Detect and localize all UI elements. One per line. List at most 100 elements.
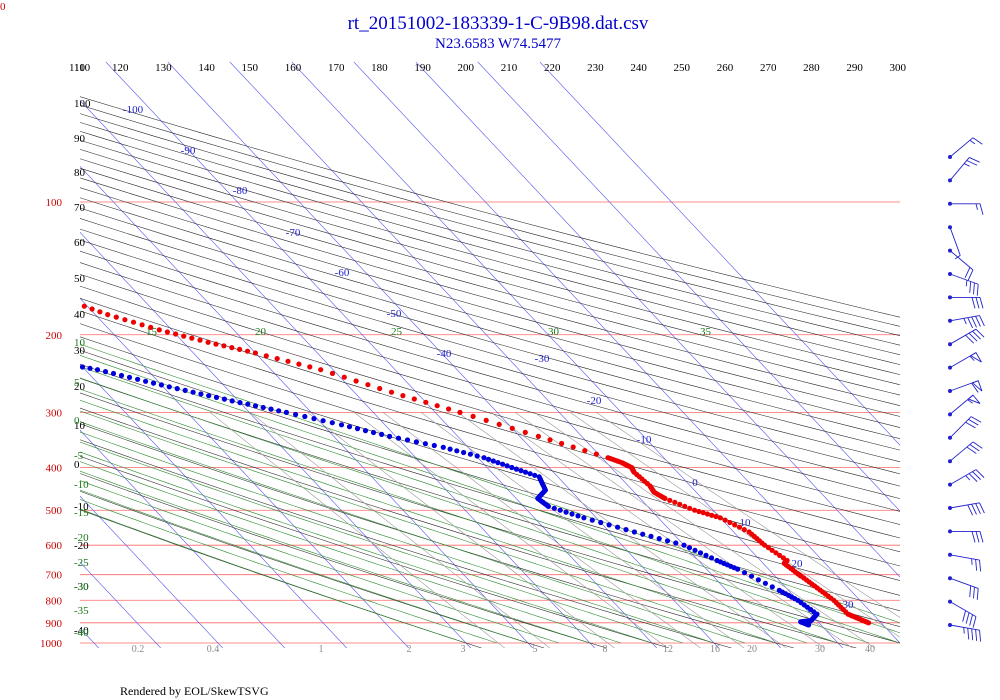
dewpoint-point [615, 524, 621, 530]
wind-barb-feather [971, 628, 974, 641]
temperature-point [582, 448, 588, 454]
dewpoint-point [404, 437, 411, 443]
dry-adiabat-top-label: 240 [630, 62, 647, 74]
dry-adiabat-left-label: 30 [74, 345, 86, 357]
pressure-tick-label: 500 [46, 505, 63, 517]
dewpoint-point [213, 394, 220, 400]
moist-adiabat-line [80, 451, 653, 644]
dry-adiabat-top-label: 160 [285, 62, 302, 74]
wind-barb-flag [967, 394, 981, 404]
temperature-point [148, 324, 154, 330]
wind-barb-feather [972, 616, 977, 628]
dry-adiabat-top-label: 270 [760, 62, 777, 74]
temperature-point [746, 529, 752, 535]
temperature-point [682, 503, 688, 509]
dry-adiabat-line [80, 336, 900, 581]
wind-barb-feather [975, 531, 980, 543]
dewpoint-point [673, 540, 679, 546]
footer-credit: Rendered by EOL/SkewTSVG [120, 684, 269, 698]
dewpoint-point [708, 555, 715, 561]
dry-adiabat-left-label: -30 [74, 581, 89, 593]
moist-adiabat-line [80, 441, 684, 644]
temperature-point [709, 512, 715, 518]
isotherm-line [229, 62, 781, 648]
dewpoint-point [80, 364, 86, 370]
isotherm-label: -40 [437, 348, 452, 360]
wind-barb-feather [973, 282, 975, 295]
temperature-point [221, 343, 227, 349]
dry-adiabat-top-label: 290 [846, 62, 863, 74]
temperature-point [353, 378, 359, 384]
dewpoint-point [65, 362, 70, 367]
dry-adiabat-left-label: 0 [74, 459, 80, 471]
dry-adiabat-top-label: 260 [717, 62, 734, 74]
temperature-point [252, 350, 258, 356]
dewpoint-point [631, 529, 638, 535]
dry-adiabat-line [80, 423, 794, 648]
wind-barb-flag [969, 351, 982, 363]
temperature-point [31, 286, 36, 291]
dry-adiabat-top-label: 120 [112, 62, 129, 74]
temperature-point [0, 274, 1, 279]
dewpoint-point [581, 515, 587, 521]
temperature-point [496, 421, 502, 427]
mixing-ratio-label: 12 [663, 644, 673, 655]
dewpoint-point [166, 384, 172, 390]
temperature-point [205, 339, 211, 345]
isotherm-label: -90 [181, 145, 196, 157]
dewpoint-point [697, 550, 704, 556]
moist-adiabat-top-label: 20 [255, 326, 267, 338]
moist-adiabat-top-label: 15 [146, 326, 158, 338]
isotherm-line [353, 62, 900, 644]
isotherm-line [80, 495, 223, 648]
wind-barb-staff [949, 227, 961, 256]
dewpoint-point [490, 458, 496, 464]
temperature-point [263, 353, 269, 359]
temperature-point [4, 277, 9, 282]
dry-adiabat-left-label: 10 [74, 420, 86, 432]
isotherm-line [539, 62, 900, 446]
temperature-point [769, 547, 775, 553]
moist-adiabat-line [80, 410, 777, 644]
dewpoint-point [495, 460, 501, 466]
isotherm-label: 30 [843, 599, 855, 611]
temperature-point [411, 396, 417, 402]
temperature-point [777, 552, 783, 559]
temperature-point [173, 331, 179, 337]
dewpoint-point [252, 403, 259, 409]
wind-barb-feather [976, 588, 979, 600]
wind-barb-feather [975, 503, 981, 514]
temperature-point [229, 345, 235, 351]
mixing-ratio-line [382, 412, 701, 648]
temperature-point [181, 333, 187, 339]
temperature-point [732, 522, 738, 528]
wind-barb-staff [949, 137, 974, 158]
isotherm-label: -20 [587, 395, 602, 407]
dewpoint-point [245, 401, 251, 407]
temperature-point [727, 519, 733, 526]
temperature-point [741, 527, 747, 533]
dry-adiabat-top-label: 150 [242, 62, 259, 74]
wind-barb-feather [969, 281, 972, 293]
moist-adiabat-line [80, 355, 900, 634]
dewpoint-point [174, 386, 180, 392]
wind-barb-feather [979, 531, 984, 543]
isotherm-line [80, 231, 471, 648]
temperature-point [483, 417, 489, 423]
temperature-point [237, 346, 243, 352]
dry-adiabat-left-label: 70 [74, 202, 86, 214]
temperature-point [105, 312, 111, 318]
dewpoint-point [598, 519, 604, 526]
dewpoint-point [118, 372, 125, 379]
isotherm-line [167, 62, 719, 648]
wind-barb-feather [969, 614, 973, 626]
dewpoint-point [362, 428, 369, 434]
dry-adiabat-top-label: 230 [587, 62, 604, 74]
dry-adiabat-line [80, 455, 669, 648]
wind-barb-feather [971, 531, 976, 543]
dewpoint-point [518, 468, 524, 474]
temperature-point [692, 507, 698, 513]
dewpoint-point [276, 408, 282, 414]
dewpoint-point [302, 413, 308, 420]
